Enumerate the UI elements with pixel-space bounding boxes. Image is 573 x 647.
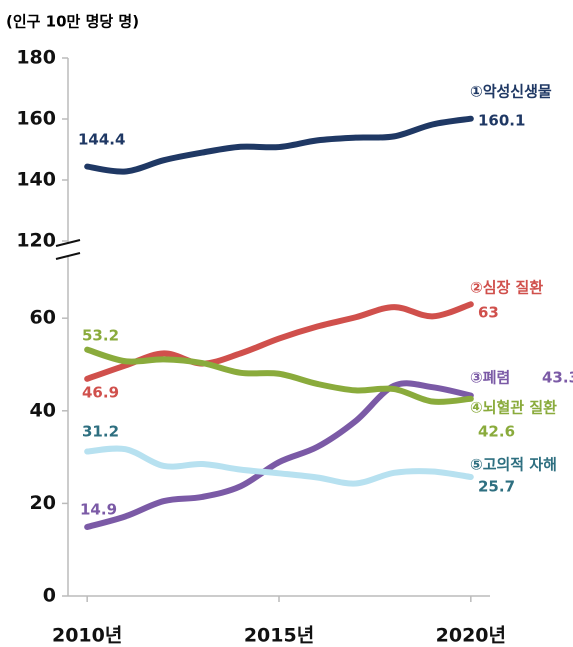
data-label: 25.7 — [478, 478, 515, 496]
axis-break — [55, 239, 81, 247]
series-label: ⑤고의적 자해 — [470, 456, 557, 474]
data-label: 46.9 — [82, 384, 119, 402]
data-label: 42.6 — [478, 423, 515, 441]
x-tick-label: 2010년 — [52, 625, 122, 647]
line — [84, 380, 474, 531]
y-tick-label: 120 — [16, 230, 56, 252]
series-label: ③폐렴 — [470, 369, 510, 387]
y-tick-label: 60 — [30, 307, 56, 329]
line — [84, 346, 474, 405]
axis-break — [55, 252, 81, 260]
data-label: 43.3 — [542, 369, 573, 387]
data-label: 63 — [478, 304, 499, 322]
y-axis-label: (인구 10만 명당 명) — [6, 13, 139, 31]
data-label: 31.2 — [82, 423, 119, 441]
y-tick-label: 140 — [16, 169, 56, 191]
y-tick-label: 20 — [30, 492, 56, 514]
data-label: 14.9 — [80, 501, 117, 519]
data-label: 144.4 — [78, 131, 125, 149]
series-label: ②심장 질환 — [470, 279, 543, 297]
axis-break-gap — [55, 243, 81, 256]
data-label: 160.1 — [478, 112, 525, 130]
y-tick-label: 40 — [30, 399, 56, 421]
data-label: 53.2 — [82, 327, 119, 345]
y-tick-label: 160 — [16, 108, 56, 130]
x-tick-label: 2020년 — [436, 625, 506, 647]
line — [84, 445, 474, 487]
line — [84, 115, 474, 175]
y-tick-label: 0 — [43, 585, 56, 607]
line — [84, 301, 474, 382]
series-label: ①악성신생물 — [470, 83, 552, 101]
y-tick-label: 180 — [16, 47, 56, 69]
x-tick-label: 2015년 — [244, 625, 314, 647]
series-label: ④뇌혈관 질환 — [470, 399, 557, 417]
